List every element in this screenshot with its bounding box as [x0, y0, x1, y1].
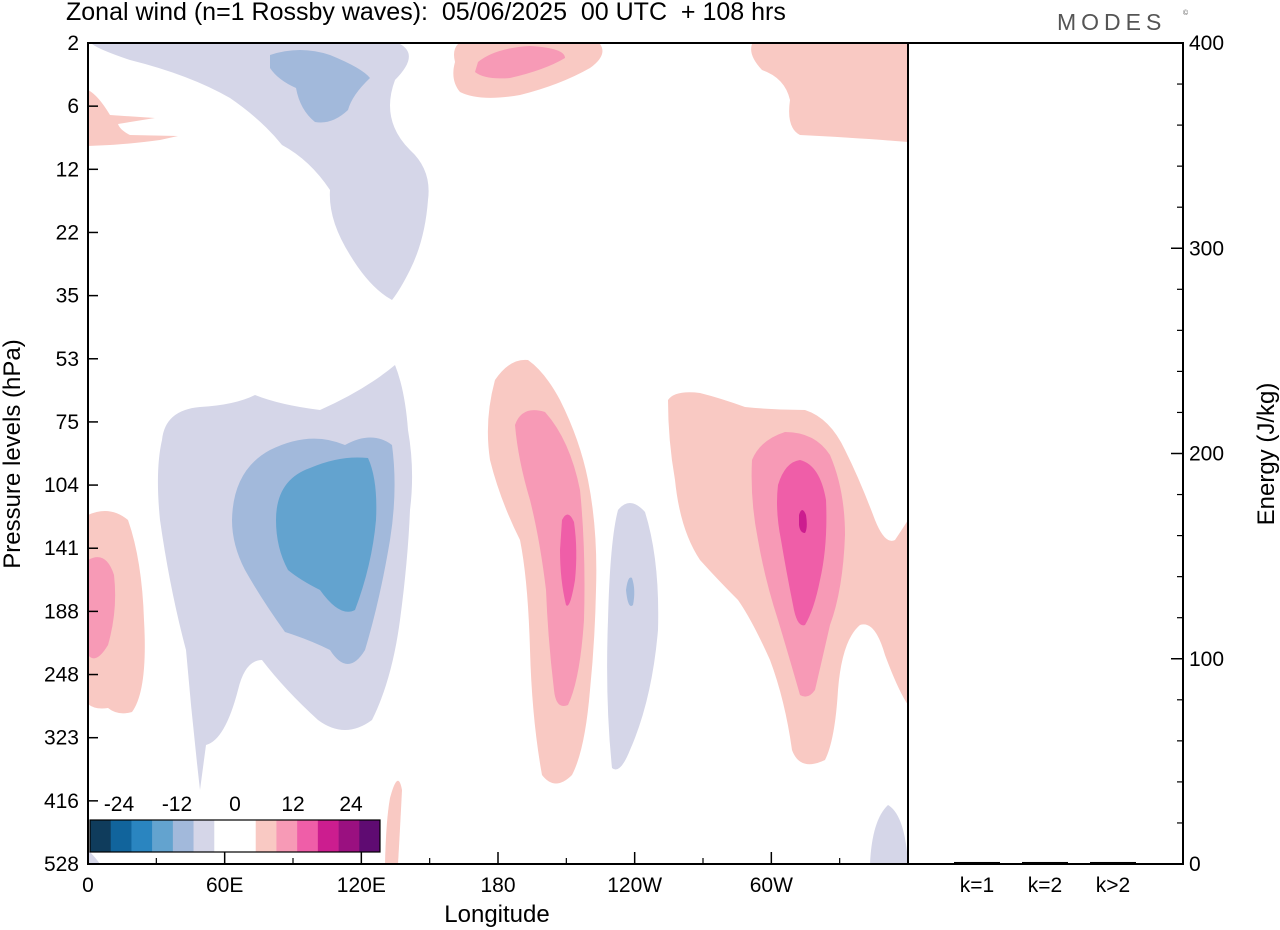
- y-tick-label: 188: [44, 600, 79, 623]
- x-tick-label: 120W: [607, 874, 662, 897]
- x-tick-label: 180: [480, 874, 515, 897]
- colorbar-label: 12: [281, 793, 304, 816]
- colorbar-swatch: [214, 820, 236, 852]
- contour-neg1-bottom-right: [870, 805, 908, 864]
- x-tick-label: 120E: [337, 874, 386, 897]
- colorbar-label: 24: [339, 793, 363, 816]
- contour-neg1-bottom-left: [88, 850, 100, 864]
- y-axis-title: Pressure levels (hPa): [0, 339, 26, 568]
- x-tick-label: 60W: [750, 874, 793, 897]
- y-tick-label: 6: [67, 95, 79, 118]
- y-tick-label: 104: [44, 474, 79, 497]
- y-tick-label: 12: [56, 158, 79, 181]
- y-tick-label: 141: [44, 537, 79, 560]
- y-tick-label: 35: [56, 285, 79, 308]
- y-tick-label: 416: [44, 790, 79, 813]
- y-tick-label: 2: [67, 32, 79, 55]
- colorbar-swatch: [90, 820, 112, 852]
- x-tick-label: 0: [82, 874, 94, 897]
- copyright-mark: ©: [1183, 10, 1189, 17]
- energy-tick-label: 400: [1189, 32, 1224, 55]
- energy-bar: [1022, 861, 1068, 864]
- x-axis-title: Longitude: [444, 901, 549, 928]
- contour-pos1-upper-left: [88, 90, 178, 146]
- contour-pos3-180: [560, 514, 577, 606]
- x-axis: 0 60E 120E 180 120W 60W: [82, 852, 841, 897]
- colorbar-swatch: [338, 820, 360, 852]
- contour-neg2-upper-core: [270, 50, 370, 123]
- colorbar-swatch: [110, 820, 132, 852]
- colorbar-swatch: [172, 820, 194, 852]
- energy-tick-label: 200: [1189, 443, 1224, 466]
- contour-pos2-left: [88, 557, 116, 659]
- contour-pos2-180: [515, 410, 585, 706]
- contour-neg1-120w: [607, 502, 659, 770]
- colorbar-label: 0: [229, 793, 241, 816]
- y-tick-label: 528: [44, 853, 79, 876]
- chart-title: Zonal wind (n=1 Rossby waves): 05/06/202…: [66, 0, 786, 26]
- colorbar-swatch: [131, 820, 153, 852]
- energy-axis: 0 100 200 300 400: [1171, 32, 1224, 876]
- contour-pos3-45w: [777, 460, 827, 626]
- colorbar-swatch: [152, 820, 174, 852]
- energy-tick-label: 300: [1189, 237, 1224, 260]
- contour-pos4-45w: [799, 510, 807, 533]
- x-tick-label: 60E: [206, 874, 243, 897]
- colorbar-label: -12: [162, 793, 192, 816]
- colorbar-swatch: [317, 820, 339, 852]
- colorbar-swatch: [255, 820, 277, 852]
- colorbar-swatch: [297, 820, 319, 852]
- colorbar-swatch: [193, 820, 215, 852]
- colorbar-swatch: [235, 820, 257, 852]
- contour-pos1-bottom-135e: [385, 780, 402, 864]
- energy-tick-label: 100: [1189, 648, 1224, 671]
- y-axis: 2 6 12 22 35 53 75 104 141 188 248 323 416 528: [44, 32, 98, 876]
- contour-neg1-upper-plume: [92, 44, 429, 300]
- contour-pos1-upper-right: [751, 44, 908, 142]
- y-tick-label: 22: [56, 221, 79, 244]
- energy-category-label: k>2: [1096, 874, 1130, 897]
- energy-axis-title: Energy (J/kg): [1253, 383, 1280, 526]
- y-tick-label: 248: [44, 664, 79, 687]
- colorbar: -24 -12 0 12 24: [89, 793, 381, 853]
- energy-bar: [1090, 861, 1136, 864]
- contour-neg3-mid: [276, 457, 377, 612]
- colorbar-frame: [89, 819, 381, 853]
- contour-neg2-120w: [626, 577, 635, 606]
- y-tick-label: 75: [56, 411, 79, 434]
- colorbar-swatch: [359, 820, 381, 852]
- colorbar-label: -24: [104, 793, 135, 816]
- energy-bars: k=1 k=2 k>2: [954, 861, 1136, 897]
- colorbar-swatch: [276, 820, 298, 852]
- energy-bar: [954, 861, 1000, 864]
- energy-plot-frame: [907, 42, 1184, 865]
- y-tick-label: 323: [44, 727, 79, 750]
- contour-field: [88, 44, 908, 864]
- contour-pos2-upper-180: [475, 46, 565, 79]
- modes-logo: MODES: [1057, 9, 1167, 35]
- energy-tick-label: 0: [1189, 853, 1201, 876]
- y-tick-label: 53: [56, 348, 79, 371]
- energy-category-label: k=2: [1028, 874, 1062, 897]
- energy-category-label: k=1: [960, 874, 994, 897]
